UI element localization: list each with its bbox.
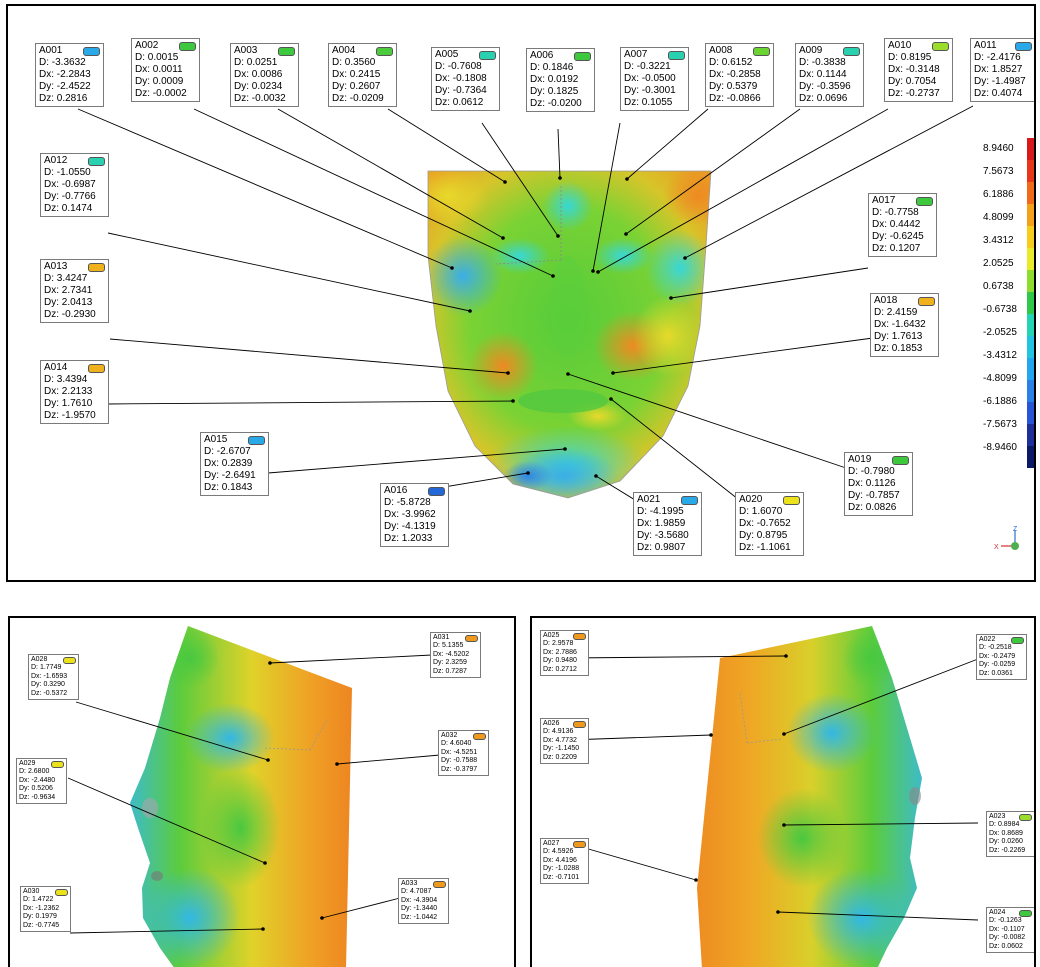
color-swatch: [573, 720, 586, 728]
color-swatch: [1019, 813, 1032, 821]
label-A026[interactable]: A026 D: 4.9136 Dx: 4.7732 Dy: -1.1450 Dz: 0.…: [540, 718, 589, 764]
color-swatch: [179, 41, 196, 51]
label-A002[interactable]: A002 D: 0.0015 Dx: 0.0011 Dy: 0.0009 Dz: -0.…: [131, 38, 200, 102]
label-A024[interactable]: A024 D: -0.1263 Dx: -0.1107 Dy: -0.0082 Dz: …: [986, 907, 1034, 953]
color-swatch: [376, 46, 393, 56]
label-A014[interactable]: A014 D: 3.4394 Dx: 2.2133 Dy: 1.7610 Dz: -1.…: [40, 360, 109, 424]
legend-label: 3.4312: [983, 235, 1014, 246]
label-A005[interactable]: A005 D: -0.7608 Dx: -0.1808 Dy: -0.7364 Dz: …: [431, 47, 500, 111]
color-swatch: [278, 46, 295, 56]
label-A012[interactable]: A012 D: -1.0550 Dx: -0.6987 Dy: -0.7766 Dz: …: [40, 153, 109, 217]
color-swatch: [88, 262, 105, 272]
label-A031[interactable]: A031 D: 5.1355 Dx: -4.5202 Dy: 2.3259 Dz: 0.…: [430, 632, 481, 678]
label-A025[interactable]: A025 D: 2.9578 Dx: 2.7886 Dy: 0.9480 Dz: 0.2…: [540, 630, 589, 676]
label-id: A001: [39, 45, 63, 56]
label-A008[interactable]: A008 D: 0.6152 Dx: -0.2858 Dy: 0.5379 Dz: -0…: [705, 43, 774, 107]
label-A001[interactable]: A001 D: -3.3632 Dx: -2.2843 Dy: -2.4522 Dz: …: [35, 43, 104, 107]
color-swatch: [473, 732, 486, 740]
color-swatch: [916, 196, 933, 206]
frontal-face-render: [77, 105, 974, 504]
label-A027[interactable]: A027 D: 4.5926 Dx: 4.4196 Dy: -1.0288 Dz: -0…: [540, 838, 589, 884]
color-swatch: [681, 495, 698, 505]
label-A004[interactable]: A004 D: 0.3560 Dx: 0.2415 Dy: 0.2607 Dz: -0.…: [328, 43, 397, 107]
frontal-view-panel: A001 D: -3.3632 Dx: -2.2843 Dy: -2.4522 Dz: …: [6, 4, 1036, 582]
color-swatch: [55, 888, 68, 896]
axis-triad-icon[interactable]: Z X: [993, 526, 1027, 554]
legend-label: 8.9460: [983, 143, 1014, 154]
legend-label: 4.8099: [983, 212, 1014, 223]
color-swatch: [479, 50, 496, 60]
right-profile-panel: A025 D: 2.9578 Dx: 2.7886 Dy: 0.9480 Dz: 0.2…: [530, 616, 1036, 967]
label-A019[interactable]: A019 D: -0.7980 Dx: 0.1126 Dy: -0.7857 Dz: 0…: [844, 452, 913, 516]
color-swatch: [892, 455, 909, 465]
label-A017[interactable]: A017 D: -0.7758 Dx: 0.4442 Dy: -0.6245 Dz: 0…: [868, 193, 937, 257]
right-profile-render: [567, 626, 979, 967]
label-A033[interactable]: A033 D: 4.7087 Dx: -4.3904 Dy: -1.3440 Dz: -…: [398, 878, 449, 924]
legend-label: -4.8099: [983, 373, 1017, 384]
color-swatch: [465, 634, 478, 642]
label-A023[interactable]: A023 D: 0.8984 Dx: 0.8689 Dy: 0.0260 Dz: -0.…: [986, 811, 1034, 857]
legend-label: 6.1886: [983, 189, 1014, 200]
color-swatch: [918, 296, 935, 306]
leader-lines: [77, 105, 974, 504]
color-swatch: [51, 760, 64, 768]
label-A015[interactable]: A015 D: -2.6707 Dx: 0.2839 Dy: -2.6491 Dz: 0…: [200, 432, 269, 496]
color-swatch: [783, 495, 800, 505]
left-profile-render: [67, 626, 441, 967]
label-A030[interactable]: A030 D: 1.4722 Dx: -1.2362 Dy: 0.1979 Dz: -0…: [20, 886, 71, 932]
color-swatch: [88, 363, 105, 373]
color-swatch: [433, 880, 446, 888]
legend-label: 2.0525: [983, 258, 1014, 269]
color-swatch: [248, 435, 265, 445]
left-profile-panel: A028 D: 1.7749 Dx: -1.6593 Dy: 0.3290 Dz: -0…: [8, 616, 516, 967]
label-A011[interactable]: A011 D: -2.4176 Dx: 1.8527 Dy: -1.4987 Dz: 0…: [970, 38, 1034, 102]
label-A028[interactable]: A028 D: 1.7749 Dx: -1.6593 Dy: 0.3290 Dz: -0…: [28, 654, 79, 700]
color-swatch: [1015, 41, 1032, 51]
legend-label: -0.6738: [983, 304, 1017, 315]
legend-label: -7.5673: [983, 419, 1017, 430]
color-swatch: [88, 156, 105, 166]
legend-label: -2.0525: [983, 327, 1017, 338]
label-A021[interactable]: A021 D: -4.1995 Dx: 1.9859 Dy: -3.5680 Dz: 0…: [633, 492, 702, 556]
label-A010[interactable]: A010 D: 0.8195 Dx: -0.3148 Dy: 0.7054 Dz: -0…: [884, 38, 953, 102]
svg-text:Z: Z: [1013, 526, 1018, 533]
color-scale-bar: [1027, 138, 1034, 468]
color-swatch: [1019, 909, 1032, 917]
legend-label: -6.1886: [983, 396, 1017, 407]
label-A016[interactable]: A016 D: -5.8728 Dx: -3.9962 Dy: -4.1319 Dz: …: [380, 483, 449, 547]
color-swatch: [1011, 636, 1024, 644]
legend-label: 7.5673: [983, 166, 1014, 177]
color-swatch: [574, 51, 591, 61]
color-swatch: [668, 50, 685, 60]
label-A007[interactable]: A007 D: -0.3221 Dx: -0.0500 Dy: -0.3001 Dz: …: [620, 47, 689, 111]
color-swatch: [932, 41, 949, 51]
label-A029[interactable]: A029 D: 2.6800 Dx: -2.4480 Dy: 0.5206 Dz: -0…: [16, 758, 67, 804]
color-swatch: [573, 632, 586, 640]
label-A006[interactable]: A006 D: 0.1846 Dx: 0.0192 Dy: 0.1825 Dz: -0.…: [526, 48, 595, 112]
legend-label: -8.9460: [983, 442, 1017, 453]
legend-label: -3.4312: [983, 350, 1017, 361]
label-A013[interactable]: A013 D: 3.4247 Dx: 2.7341 Dy: 2.0413 Dz: -0.…: [40, 259, 109, 323]
label-A003[interactable]: A003 D: 0.0251 Dx: 0.0086 Dy: 0.0234 Dz: -0.…: [230, 43, 299, 107]
color-swatch: [428, 486, 445, 496]
color-swatch: [83, 46, 100, 56]
label-A009[interactable]: A009 D: -0.3838 Dx: 0.1144 Dy: -0.3596 Dz: 0…: [795, 43, 864, 107]
color-swatch: [843, 46, 860, 56]
color-swatch: [63, 656, 76, 664]
label-A020[interactable]: A020 D: 1.6070 Dx: -0.7652 Dy: 0.8795 Dz: -1…: [735, 492, 804, 556]
color-swatch: [573, 840, 586, 848]
color-swatch: [753, 46, 770, 56]
label-A032[interactable]: A032 D: 4.6040 Dx: -4.5251 Dy: -0.7588 Dz: -…: [438, 730, 489, 776]
legend-label: 0.6738: [983, 281, 1014, 292]
label-A022[interactable]: A022 D: -0.2518 Dx: -0.2479 Dy: -0.0259 Dz: …: [976, 634, 1027, 680]
label-A018[interactable]: A018 D: 2.4159 Dx: -1.6432 Dy: 1.7613 Dz: 0.…: [870, 293, 939, 357]
svg-text:X: X: [994, 544, 999, 551]
